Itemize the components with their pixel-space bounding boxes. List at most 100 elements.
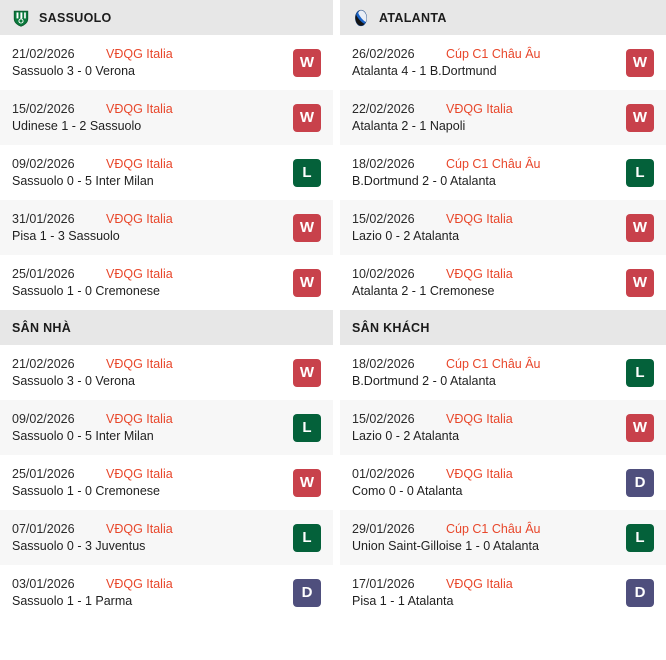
match-row[interactable]: 21/02/2026 VĐQG Italia Sassuolo 3 - 0 Vero… [0,345,333,400]
match-meta: 03/01/2026 VĐQG Italia [12,577,283,591]
match-info: 15/02/2026 VĐQG Italia Lazio 0 - 2 Atalant… [352,412,616,443]
match-info: 26/02/2026 Cúp C1 Châu Âu Atalanta 4 - 1 B… [352,47,616,78]
competition-label: Cúp C1 Châu Âu [446,522,541,536]
result-badge: W [293,213,321,242]
section-header-home-team-overall: SASSUOLO [0,0,333,35]
sassuolo-crest-icon [13,10,29,27]
match-info: 18/02/2026 Cúp C1 Châu Âu B.Dortmund 2 - 0… [352,357,616,388]
match-meta: 22/02/2026 VĐQG Italia [352,102,616,116]
match-info: 21/02/2026 VĐQG Italia Sassuolo 3 - 0 Vero… [12,357,283,388]
competition-label: VĐQG Italia [106,357,173,371]
match-row[interactable]: 18/02/2026 Cúp C1 Châu Âu B.Dortmund 2 - 0… [340,345,666,400]
match-row[interactable]: 22/02/2026 VĐQG Italia Atalanta 2 - 1 Napo… [340,90,666,145]
match-list: 21/02/2026 VĐQG Italia Sassuolo 3 - 0 Vero… [0,345,333,620]
match-row[interactable]: 09/02/2026 VĐQG Italia Sassuolo 0 - 5 Inte… [0,400,333,455]
result-badge: L [626,358,654,387]
result-badge: L [293,158,321,187]
result-badge: D [293,578,321,607]
match-row[interactable]: 09/02/2026 VĐQG Italia Sassuolo 0 - 5 Inte… [0,145,333,200]
competition-label: VĐQG Italia [446,102,513,116]
match-score: Como 0 - 0 Atalanta [352,484,463,498]
competition-label: VĐQG Italia [106,47,173,61]
match-row[interactable]: 29/01/2026 Cúp C1 Châu Âu Union Saint-Gill… [340,510,666,565]
match-row[interactable]: 26/02/2026 Cúp C1 Châu Âu Atalanta 4 - 1 B… [340,35,666,90]
match-row[interactable]: 10/02/2026 VĐQG Italia Atalanta 2 - 1 Crem… [340,255,666,310]
competition-label: VĐQG Italia [446,467,513,481]
section-title: SASSUOLO [39,10,112,25]
match-score: Lazio 0 - 2 Atalanta [352,229,460,243]
result-badge: L [293,413,321,442]
match-row[interactable]: 31/01/2026 VĐQG Italia Pisa 1 - 3 Sassuolo… [0,200,333,255]
match-date: 29/01/2026 [352,522,415,536]
match-row[interactable]: 17/01/2026 VĐQG Italia Pisa 1 - 1 Atalanta… [340,565,666,620]
match-score: Sassuolo 3 - 0 Verona [12,64,135,78]
result-badge: W [293,103,321,132]
match-meta: 10/02/2026 VĐQG Italia [352,267,616,281]
match-row[interactable]: 18/02/2026 Cúp C1 Châu Âu B.Dortmund 2 - 0… [340,145,666,200]
match-score: Udinese 1 - 2 Sassuolo [12,119,142,133]
match-info: 29/01/2026 Cúp C1 Châu Âu Union Saint-Gill… [352,522,616,553]
match-score: B.Dortmund 2 - 0 Atalanta [352,174,496,188]
match-score: Sassuolo 1 - 0 Cremonese [12,284,160,298]
match-score: Pisa 1 - 1 Atalanta [352,594,454,608]
section-title: SÂN NHÀ [12,320,72,335]
competition-label: VĐQG Italia [106,212,173,226]
match-date: 31/01/2026 [12,212,75,226]
match-date: 10/02/2026 [352,267,415,281]
match-date: 09/02/2026 [12,412,75,426]
match-meta: 21/02/2026 VĐQG Italia [12,47,283,61]
away-team-column: ATALANTA 26/02/2026 Cúp C1 Châu Âu Atalanta… [340,0,666,660]
match-date: 07/01/2026 [12,522,75,536]
competition-label: VĐQG Italia [446,212,513,226]
match-row[interactable]: 25/01/2026 VĐQG Italia Sassuolo 1 - 0 Crem… [0,455,333,510]
match-info: 31/01/2026 VĐQG Italia Pisa 1 - 3 Sassuolo [12,212,283,243]
competition-label: VĐQG Italia [446,267,513,281]
match-info: 09/02/2026 VĐQG Italia Sassuolo 0 - 5 Inte… [12,157,283,188]
match-date: 01/02/2026 [352,467,415,481]
competition-label: VĐQG Italia [106,467,173,481]
competition-label: VĐQG Italia [106,577,173,591]
match-meta: 29/01/2026 Cúp C1 Châu Âu [352,522,616,536]
match-row[interactable]: 07/01/2026 VĐQG Italia Sassuolo 0 - 3 Juve… [0,510,333,565]
match-score: Union Saint-Gilloise 1 - 0 Atalanta [352,539,539,553]
match-meta: 01/02/2026 VĐQG Italia [352,467,616,481]
match-date: 26/02/2026 [352,47,415,61]
result-badge: W [293,468,321,497]
result-badge: L [626,523,654,552]
competition-label: Cúp C1 Châu Âu [446,357,541,371]
match-meta: 25/01/2026 VĐQG Italia [12,467,283,481]
match-info: 17/01/2026 VĐQG Italia Pisa 1 - 1 Atalanta [352,577,616,608]
match-meta: 18/02/2026 Cúp C1 Châu Âu [352,157,616,171]
match-info: 18/02/2026 Cúp C1 Châu Âu B.Dortmund 2 - 0… [352,157,616,188]
match-row[interactable]: 25/01/2026 VĐQG Italia Sassuolo 1 - 0 Crem… [0,255,333,310]
match-meta: 26/02/2026 Cúp C1 Châu Âu [352,47,616,61]
competition-label: VĐQG Italia [446,577,513,591]
match-row[interactable]: 03/01/2026 VĐQG Italia Sassuolo 1 - 1 Parm… [0,565,333,620]
match-date: 18/02/2026 [352,357,415,371]
match-score: Lazio 0 - 2 Atalanta [352,429,460,443]
match-row[interactable]: 15/02/2026 VĐQG Italia Lazio 0 - 2 Atalant… [340,400,666,455]
match-meta: 15/02/2026 VĐQG Italia [12,102,283,116]
match-date: 15/02/2026 [12,102,75,116]
atalanta-crest-icon [355,9,367,26]
result-badge: W [626,103,654,132]
match-info: 10/02/2026 VĐQG Italia Atalanta 2 - 1 Crem… [352,267,616,298]
result-badge: W [626,48,654,77]
match-info: 15/02/2026 VĐQG Italia Lazio 0 - 2 Atalant… [352,212,616,243]
match-date: 25/01/2026 [12,467,75,481]
match-date: 21/02/2026 [12,357,75,371]
match-meta: 09/02/2026 VĐQG Italia [12,157,283,171]
match-meta: 09/02/2026 VĐQG Italia [12,412,283,426]
match-date: 15/02/2026 [352,212,415,226]
match-meta: 15/02/2026 VĐQG Italia [352,212,616,226]
competition-label: VĐQG Italia [106,102,173,116]
match-row[interactable]: 15/02/2026 VĐQG Italia Udinese 1 - 2 Sassu… [0,90,333,145]
match-row[interactable]: 21/02/2026 VĐQG Italia Sassuolo 3 - 0 Vero… [0,35,333,90]
match-info: 25/01/2026 VĐQG Italia Sassuolo 1 - 0 Crem… [12,267,283,298]
match-row[interactable]: 15/02/2026 VĐQG Italia Lazio 0 - 2 Atalant… [340,200,666,255]
match-row[interactable]: 01/02/2026 VĐQG Italia Como 0 - 0 Atalanta… [340,455,666,510]
result-badge: L [626,158,654,187]
match-date: 18/02/2026 [352,157,415,171]
result-badge: W [626,413,654,442]
